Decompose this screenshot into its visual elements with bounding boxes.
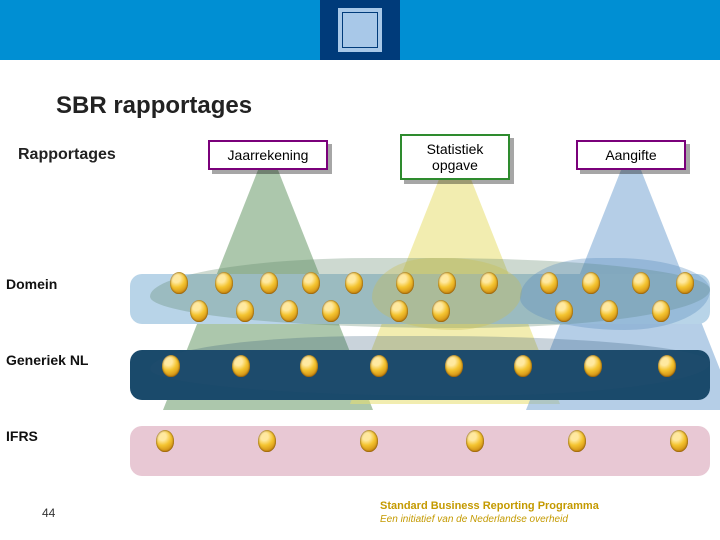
data-dot bbox=[658, 355, 676, 377]
data-dot bbox=[396, 272, 414, 294]
data-dot bbox=[582, 272, 600, 294]
data-dot bbox=[480, 272, 498, 294]
band-label: IFRS bbox=[6, 428, 38, 444]
footer-line1: Standard Business Reporting Programma bbox=[380, 500, 599, 512]
data-dot bbox=[600, 300, 618, 322]
page-title: SBR rapportages bbox=[56, 92, 252, 120]
data-dot bbox=[232, 355, 250, 377]
data-dot bbox=[390, 300, 408, 322]
report-box: Jaarrekening bbox=[208, 140, 328, 170]
data-dot bbox=[568, 430, 586, 452]
data-dot bbox=[676, 272, 694, 294]
data-dot bbox=[300, 355, 318, 377]
report-box: Statistiekopgave bbox=[400, 134, 510, 180]
band-label: Domein bbox=[6, 276, 57, 292]
data-dot bbox=[670, 430, 688, 452]
data-dot bbox=[584, 355, 602, 377]
data-dot bbox=[302, 272, 320, 294]
data-dot bbox=[345, 272, 363, 294]
data-dot bbox=[466, 430, 484, 452]
band-label: Generiek NL bbox=[6, 352, 88, 368]
data-dot bbox=[514, 355, 532, 377]
data-dot bbox=[432, 300, 450, 322]
data-dot bbox=[632, 272, 650, 294]
data-dot bbox=[370, 355, 388, 377]
report-box: Aangifte bbox=[576, 140, 686, 170]
rapportages-label: Rapportages bbox=[18, 146, 116, 164]
data-dot bbox=[215, 272, 233, 294]
data-dot bbox=[360, 430, 378, 452]
data-dot bbox=[438, 272, 456, 294]
page-number: 44 bbox=[42, 506, 55, 520]
top-bar bbox=[0, 0, 720, 60]
logo bbox=[320, 0, 400, 60]
data-dot bbox=[236, 300, 254, 322]
data-dot bbox=[280, 300, 298, 322]
band-ifrs bbox=[130, 426, 710, 476]
data-dot bbox=[162, 355, 180, 377]
data-dot bbox=[445, 355, 463, 377]
data-dot bbox=[170, 272, 188, 294]
data-dot bbox=[190, 300, 208, 322]
footer-line2: Een initiatief van de Nederlandse overhe… bbox=[380, 514, 568, 525]
data-dot bbox=[540, 272, 558, 294]
data-dot bbox=[555, 300, 573, 322]
data-dot bbox=[322, 300, 340, 322]
data-dot bbox=[258, 430, 276, 452]
data-dot bbox=[260, 272, 278, 294]
data-dot bbox=[652, 300, 670, 322]
data-dot bbox=[156, 430, 174, 452]
